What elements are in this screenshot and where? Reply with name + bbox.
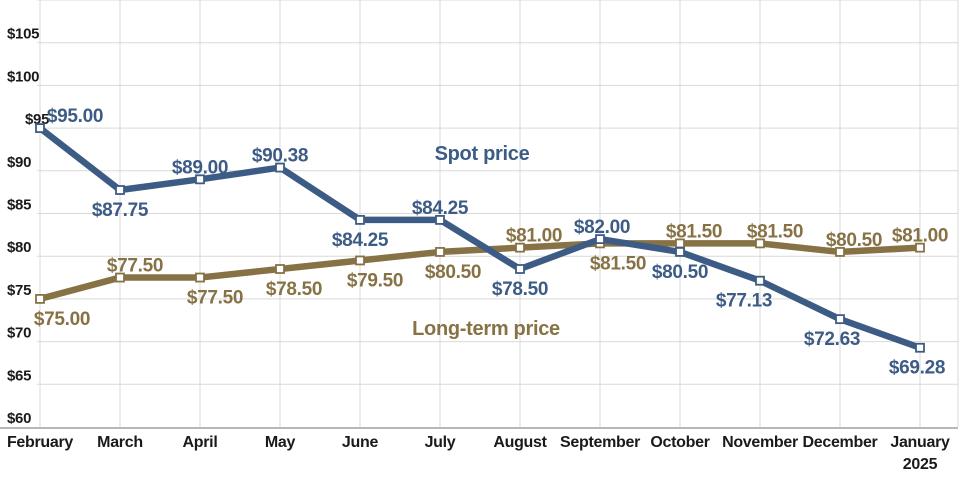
x-tick-label: August	[493, 434, 547, 451]
series-line-spot-price	[38, 125, 922, 351]
data-point-label-long-term-price: $81.00	[892, 226, 948, 247]
data-point-label-spot-price: $90.38	[252, 146, 308, 167]
y-tick-label: $80	[7, 239, 31, 256]
data-point-label-spot-price: $80.50	[652, 262, 708, 283]
data-point-label-spot-price: $69.28	[889, 358, 945, 379]
x-tick-label: May	[265, 434, 296, 451]
data-point-marker-spot-price	[835, 314, 845, 325]
data-point-label-spot-price: $89.00	[172, 157, 228, 178]
data-point-marker-long-term-price	[115, 272, 125, 283]
data-point-label-spot-price: $77.13	[716, 291, 772, 312]
data-point-label-long-term-price: $81.50	[666, 221, 722, 242]
data-point-label-long-term-price: $81.50	[747, 221, 803, 242]
data-point-marker-spot-price	[115, 185, 125, 195]
y-tick-label: $100	[7, 68, 39, 85]
data-point-label-spot-price: $84.25	[332, 230, 389, 251]
data-point-label-long-term-price: $77.50	[187, 288, 243, 309]
data-point-label-spot-price: $84.25	[412, 198, 469, 219]
y-tick-label: $85	[7, 197, 31, 214]
data-point-marker-spot-price	[515, 264, 525, 274]
y-tick-label: $65	[7, 367, 31, 384]
data-point-marker-spot-price	[755, 275, 765, 286]
data-point-marker-long-term-price	[435, 247, 445, 257]
data-point-marker-spot-price	[195, 174, 205, 185]
data-point-marker-long-term-price	[915, 242, 925, 253]
y-tick-label: $105	[7, 26, 39, 43]
x-tick-label: November	[722, 434, 798, 451]
data-point-marker-spot-price	[355, 215, 365, 225]
data-point-marker-spot-price	[915, 342, 925, 353]
data-point-marker-long-term-price	[275, 264, 285, 274]
data-point-label-spot-price: $95.00	[47, 106, 103, 127]
x-tick-label: January	[890, 434, 950, 451]
x-tick-label: July	[425, 434, 456, 451]
data-point-label-long-term-price: $75.00	[34, 309, 90, 330]
data-point-label-long-term-price: $79.50	[347, 270, 403, 291]
data-point-label-spot-price: $78.50	[492, 279, 548, 300]
data-point-label-long-term-price: $81.00	[506, 226, 562, 247]
y-tick-label: $75	[7, 282, 31, 299]
data-point-marker-long-term-price	[515, 242, 525, 253]
data-point-marker-long-term-price	[355, 255, 365, 266]
x-tick-label: February	[7, 434, 73, 451]
x-tick-label: December	[803, 434, 878, 451]
series-spot-price: $95.00 $87.75 $89.00 $90.38 $84.25 $84.25 $78.…	[35, 106, 945, 379]
data-point-marker-spot-price	[595, 234, 605, 245]
data-point-label-spot-price: $87.75	[92, 200, 149, 221]
data-point-label-long-term-price: $81.50	[590, 253, 646, 274]
x-tick-label: March	[97, 434, 143, 451]
data-point-marker-long-term-price	[35, 293, 45, 304]
data-point-label-long-term-price: $77.50	[107, 256, 163, 277]
x-tick-label: October	[650, 434, 709, 451]
x-tick-label: April	[183, 434, 218, 451]
y-tick-label: $60	[7, 410, 31, 427]
data-point-marker-spot-price	[675, 247, 685, 257]
data-point-marker-spot-price	[435, 215, 445, 225]
series-annotation: Long-term price	[412, 318, 560, 340]
x-tick-label-year: 2025	[903, 456, 938, 473]
data-point-marker-long-term-price	[755, 238, 765, 249]
series-line-long-term-price	[39, 240, 921, 303]
data-point-label-spot-price: $82.00	[574, 217, 630, 238]
x-tick-label: June	[342, 434, 379, 451]
data-point-marker-long-term-price	[835, 247, 845, 257]
data-point-marker-spot-price	[275, 162, 285, 173]
y-tick-label: $70	[7, 325, 31, 342]
data-point-marker-long-term-price	[195, 272, 205, 283]
data-point-label-long-term-price: $78.50	[266, 279, 322, 300]
data-point-marker-spot-price	[35, 123, 45, 133]
data-point-label-long-term-price: $80.50	[826, 230, 882, 251]
data-point-label-long-term-price: $80.50	[425, 262, 481, 283]
data-point-label-spot-price: $72.63	[804, 329, 860, 350]
y-tick-label: $90	[7, 154, 31, 171]
series-annotation: Spot price	[435, 143, 530, 165]
series-long-term-price: $75.00 $77.50 $77.50 $78.50 $79.50 $80.50 $81.…	[34, 221, 949, 330]
x-tick-label: September	[560, 434, 640, 451]
